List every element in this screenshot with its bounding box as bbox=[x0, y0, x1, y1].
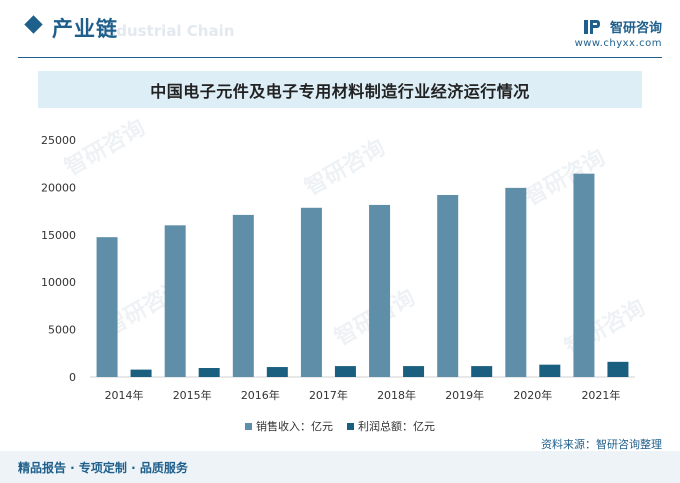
x-tick-label: 2019年 bbox=[445, 388, 484, 402]
footer-slogan: 精品报告 · 专项定制 · 品质服务 bbox=[18, 461, 188, 475]
legend-item-profit: 利润总额：亿元 bbox=[347, 418, 435, 434]
bar-chart: 0 5000 10000 15000 20000 25000 2014年 2015年 2016… bbox=[41, 134, 635, 402]
bar-sales bbox=[164, 225, 186, 377]
x-tick-label: 2014年 bbox=[105, 388, 144, 402]
x-tick-label: 2016年 bbox=[241, 388, 280, 402]
chart-title: 中国电子元件及电子专用材料制造行业经济运行情况 bbox=[150, 81, 530, 101]
footer: 精品报告 · 专项定制 · 品质服务 bbox=[0, 451, 680, 483]
legend-label-profit: 利润总额：亿元 bbox=[358, 420, 435, 433]
y-tick-label: 5000 bbox=[48, 324, 76, 337]
data-source: 资料来源：智研咨询整理 bbox=[541, 438, 662, 451]
bar-profit bbox=[539, 364, 561, 377]
y-tick-label: 15000 bbox=[41, 229, 76, 242]
header: Industrial Chain 产业链 智研咨询 www.chyxx.com bbox=[0, 0, 680, 58]
bar-sales bbox=[300, 207, 322, 377]
bar-profit bbox=[471, 366, 493, 377]
x-tick-label: 2020年 bbox=[513, 388, 552, 402]
bar-profit bbox=[198, 367, 220, 377]
y-tick-label: 0 bbox=[69, 371, 76, 384]
brand-name: 智研咨询 bbox=[609, 21, 662, 36]
bar-sales bbox=[505, 187, 527, 377]
bar-sales bbox=[573, 173, 595, 377]
y-tick-label: 10000 bbox=[41, 276, 76, 289]
x-tick-label: 2017年 bbox=[309, 388, 348, 402]
bar-profit bbox=[266, 367, 288, 377]
bar-sales bbox=[369, 204, 391, 377]
brand-url: www.chyxx.com bbox=[574, 38, 662, 49]
section-title: 产业链 bbox=[52, 17, 118, 41]
bar-sales bbox=[437, 194, 459, 377]
y-tick-label: 20000 bbox=[41, 181, 76, 194]
brand-logo-icon bbox=[583, 19, 600, 34]
y-tick-label: 25000 bbox=[41, 134, 76, 147]
bar-profit bbox=[403, 366, 425, 377]
bar-profit bbox=[130, 369, 152, 377]
chart-legend: 销售收入：亿元 利润总额：亿元 bbox=[0, 418, 680, 434]
brand: 智研咨询 www.chyxx.com bbox=[575, 16, 662, 49]
bar-profit bbox=[607, 361, 629, 377]
x-tick-label: 2018年 bbox=[377, 388, 416, 402]
header-divider bbox=[18, 57, 662, 58]
legend-item-sales: 销售收入：亿元 bbox=[245, 418, 333, 434]
legend-swatch-profit bbox=[347, 422, 354, 430]
legend-label-sales: 销售收入：亿元 bbox=[256, 420, 333, 433]
bar-sales bbox=[96, 237, 118, 377]
legend-swatch-sales bbox=[245, 422, 252, 430]
x-tick-label: 2015年 bbox=[173, 388, 212, 402]
x-tick-label: 2021年 bbox=[581, 388, 620, 402]
bar-sales bbox=[232, 214, 254, 377]
bar-profit bbox=[334, 366, 356, 377]
chart-title-band: 中国电子元件及电子专用材料制造行业经济运行情况 bbox=[38, 71, 642, 108]
section-subtitle: Industrial Chain bbox=[100, 22, 235, 40]
